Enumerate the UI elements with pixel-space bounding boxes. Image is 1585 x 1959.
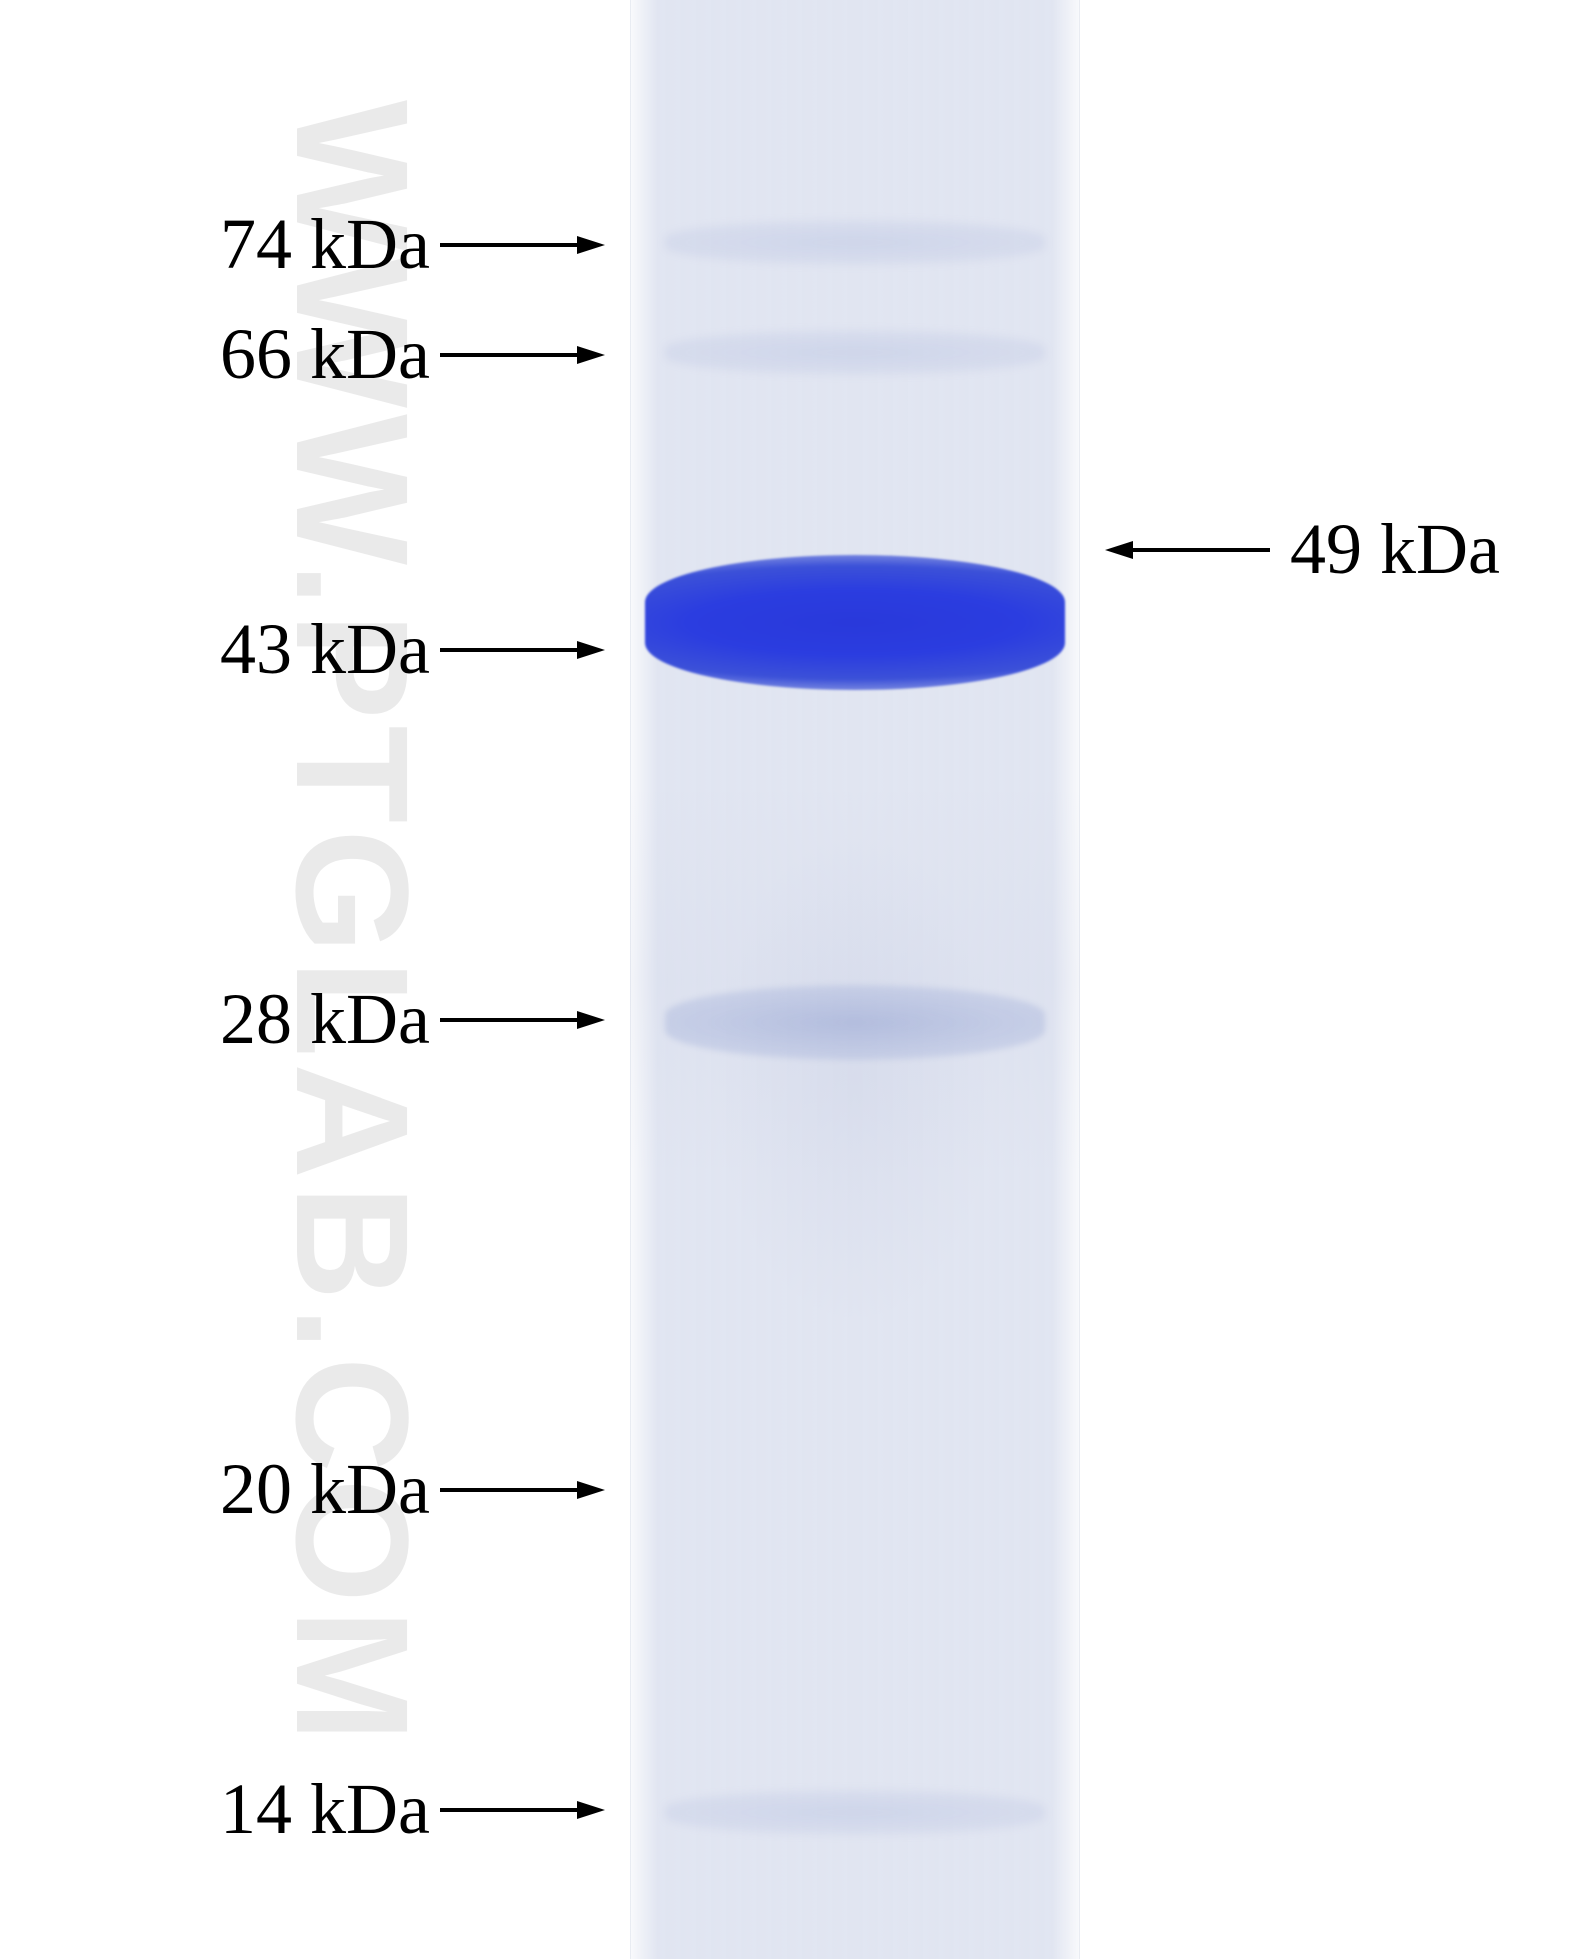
- arrow-left-4: [440, 1481, 605, 1499]
- arrow-left-2: [440, 641, 605, 659]
- arrow-left-3: [440, 1011, 605, 1029]
- gel-image-container: WWW.PTGLAB.COM 74 kDa66 kDa43 kDa28 kDa2…: [0, 0, 1585, 1959]
- arrows-layer: [0, 0, 1585, 1959]
- arrow-left-5: [440, 1801, 605, 1819]
- arrow-left-1: [440, 346, 605, 364]
- arrow-right-0: [1105, 541, 1270, 559]
- arrow-left-0: [440, 236, 605, 254]
